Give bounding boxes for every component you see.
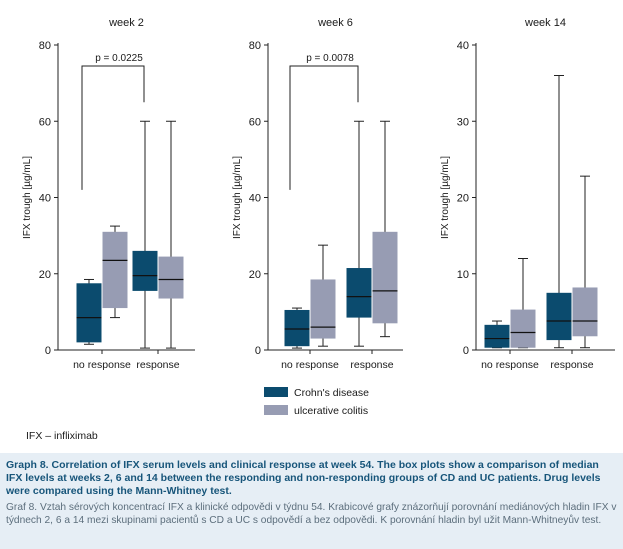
box-iqr <box>510 309 536 348</box>
y-tick-label: 0 <box>255 345 261 357</box>
box-plot <box>158 120 184 349</box>
x-tick-label: response <box>550 359 593 371</box>
y-tick-label: 80 <box>249 40 261 52</box>
y-tick-label: 40 <box>457 40 469 52</box>
significance-bracket <box>81 65 145 190</box>
box-iqr <box>158 256 184 299</box>
box-iqr <box>484 324 510 348</box>
x-tick-label: response <box>136 359 179 371</box>
box-plot <box>572 175 598 349</box>
box-plot <box>284 307 310 349</box>
y-tick-label: 80 <box>39 40 51 52</box>
legend: Crohn's disease ulcerative colitis <box>264 387 369 417</box>
y-tick-label: 40 <box>39 193 51 205</box>
panel-title: week 6 <box>317 17 353 29</box>
box-plot <box>546 75 572 349</box>
box-plot <box>372 120 398 338</box>
p-value-annotation: p = 0.0078 <box>306 53 354 64</box>
y-tick-label: 60 <box>249 116 261 128</box>
legend-swatch <box>264 387 288 397</box>
box-iqr <box>546 292 572 341</box>
y-tick-label: 30 <box>457 116 469 128</box>
p-value-annotation: p = 0.0225 <box>95 53 143 64</box>
chart-panel: week 6 0 20 40 60 80 IFX trough [µg/mL] no resp… <box>232 17 403 371</box>
box-iqr <box>310 279 336 339</box>
chart-area: week 2 0 20 40 60 80 IFX trough [µg/mL] no resp… <box>22 17 615 417</box>
box-iqr <box>102 231 128 309</box>
legend-swatch <box>264 405 288 415</box>
y-tick-label: 20 <box>249 269 261 281</box>
box-iqr <box>346 268 372 318</box>
y-tick-label: 0 <box>45 345 51 357</box>
caption-english: Graph 8. Correlation of IFX serum levels… <box>6 459 601 498</box>
box-plot <box>76 278 102 345</box>
figure-caption: Graph 8. Correlation of IFX serum levels… <box>0 453 623 549</box>
y-axis-label: IFX trough [µg/mL] <box>22 156 33 239</box>
x-tick-label: no response <box>481 359 539 371</box>
x-tick-label: response <box>350 359 393 371</box>
caption-czech: Graf 8. Vztah sérových koncentrací IFX a… <box>6 501 617 526</box>
box-plot <box>310 244 336 347</box>
legend-label: ulcerative colitis <box>294 405 368 417</box>
box-plot <box>510 258 536 349</box>
box-iqr <box>572 287 598 337</box>
y-axis-label: IFX trough [µg/mL] <box>440 156 451 239</box>
box-plot <box>346 120 372 347</box>
y-tick-label: 20 <box>39 269 51 281</box>
legend-label: Crohn's disease <box>294 387 369 399</box>
box-plot <box>132 120 158 349</box>
y-tick-label: 40 <box>249 193 261 205</box>
y-axis-label: IFX trough [µg/mL] <box>232 156 243 239</box>
panel-title: week 14 <box>524 17 566 29</box>
box-iqr <box>76 283 102 343</box>
abbreviation-note: IFX – infliximab <box>26 430 98 442</box>
box-plot <box>102 225 128 319</box>
box-plot <box>484 320 510 349</box>
panel-title: week 2 <box>108 17 144 29</box>
x-tick-label: no response <box>281 359 339 371</box>
y-tick-label: 60 <box>39 116 51 128</box>
y-tick-label: 10 <box>457 269 469 281</box>
box-iqr <box>284 309 310 347</box>
y-tick-label: 20 <box>457 193 469 205</box>
x-tick-label: no response <box>73 359 131 371</box>
chart-panel: week 14 0 10 20 30 40 IFX trough [µg/mL] no res… <box>440 17 615 371</box>
y-tick-label: 0 <box>463 345 469 357</box>
box-iqr <box>132 250 158 291</box>
significance-bracket <box>289 65 359 190</box>
chart-panel: week 2 0 20 40 60 80 IFX trough [µg/mL] no resp… <box>22 17 195 371</box>
box-iqr <box>372 231 398 324</box>
